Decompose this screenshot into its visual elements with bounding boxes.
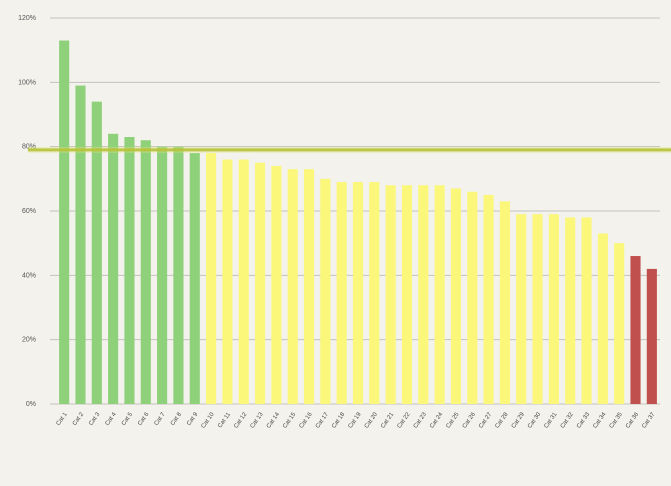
bar <box>385 185 396 404</box>
bar <box>646 268 657 404</box>
bar <box>467 191 478 404</box>
bar <box>254 162 266 404</box>
bar <box>91 101 102 404</box>
bar <box>401 185 413 404</box>
y-tick-label: 80% <box>22 144 36 151</box>
bar <box>434 185 445 404</box>
bar <box>630 256 641 404</box>
bar <box>614 243 625 404</box>
bar <box>483 194 494 404</box>
y-tick-label: 0% <box>26 401 36 408</box>
bar <box>516 214 527 404</box>
y-tick-label: 60% <box>22 208 36 215</box>
bar <box>75 85 86 405</box>
bar <box>548 214 559 404</box>
y-tick-label: 40% <box>22 272 36 279</box>
bar <box>532 214 543 404</box>
bar <box>238 159 249 404</box>
bar <box>565 217 576 404</box>
bar <box>450 188 462 404</box>
bar <box>124 137 135 404</box>
bar <box>157 146 168 404</box>
bar <box>499 201 510 404</box>
bars <box>59 40 657 405</box>
bar <box>206 153 217 404</box>
bar <box>59 40 70 405</box>
bar <box>287 169 298 404</box>
bar <box>140 140 151 404</box>
bar <box>303 169 315 404</box>
bar <box>418 185 429 404</box>
bar <box>173 146 184 404</box>
bar <box>189 153 200 404</box>
y-tick-label: 100% <box>18 79 36 86</box>
bar <box>352 182 364 404</box>
bar <box>271 165 282 404</box>
bar <box>108 133 119 405</box>
y-axis-tick-labels: 0% 20% 40% 60% 80% 100% 120% <box>18 15 36 408</box>
bar <box>222 159 233 404</box>
bar <box>597 233 608 404</box>
bar <box>581 217 592 404</box>
y-tick-label: 120% <box>18 15 36 22</box>
y-tick-label: 20% <box>22 337 36 344</box>
bar <box>336 182 347 404</box>
bar <box>320 178 331 404</box>
bar <box>369 182 380 404</box>
